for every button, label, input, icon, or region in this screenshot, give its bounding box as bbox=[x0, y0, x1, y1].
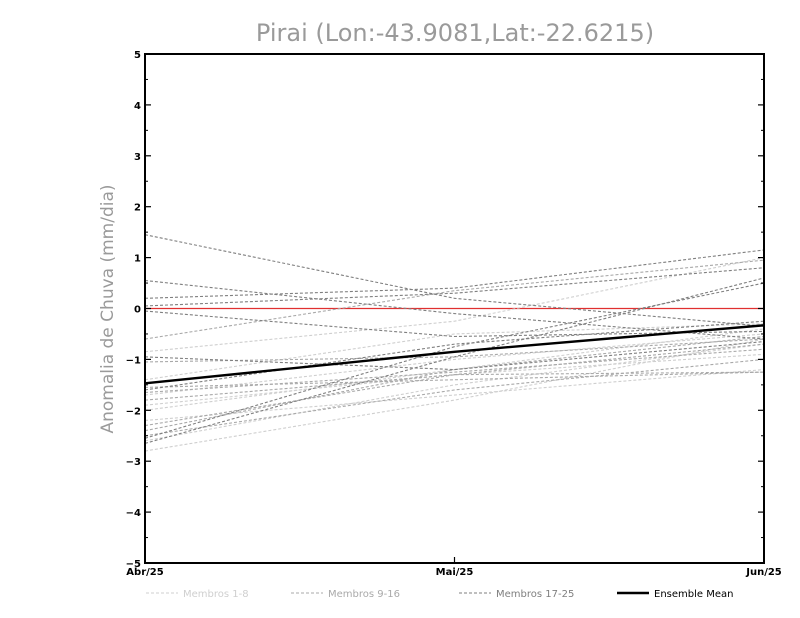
y-tick-label: −4 bbox=[126, 508, 141, 519]
legend-label-3: Membros 17-25 bbox=[496, 589, 574, 600]
member-series-line-6 bbox=[144, 343, 765, 442]
legend: Membros 1-8 Membros 9-16 Membros 17-25 Ense… bbox=[146, 589, 733, 600]
y-tick-label: 0 bbox=[134, 305, 141, 316]
x-tick-label: Jun/25 bbox=[745, 567, 782, 578]
member-series-line-14 bbox=[144, 335, 765, 432]
y-axis-label: Anomalia de Chuva (mm/dia) bbox=[98, 184, 118, 433]
member-series-line-15 bbox=[144, 348, 765, 394]
y-tick-label: 1 bbox=[134, 254, 141, 265]
y-tick-label: 3 bbox=[134, 152, 141, 163]
x-tick-label: Mai/25 bbox=[436, 567, 474, 578]
chart-title: Pirai (Lon:-43.9081,Lat:-22.6215) bbox=[256, 19, 654, 47]
member-series-line-2 bbox=[144, 323, 765, 381]
member-series-line-10 bbox=[144, 338, 765, 363]
member-series-line-19 bbox=[144, 249, 765, 299]
y-tick-label: 2 bbox=[134, 203, 141, 214]
member-series-line-18 bbox=[144, 279, 765, 340]
y-tick-label: 4 bbox=[134, 101, 141, 112]
y-tick-label: −1 bbox=[126, 355, 141, 366]
member-series-line-1 bbox=[144, 257, 765, 353]
member-series-line-11 bbox=[144, 343, 765, 401]
member-series-line-8 bbox=[144, 333, 765, 396]
y-tick-label: −3 bbox=[126, 457, 141, 468]
member-series-line-20 bbox=[144, 267, 765, 307]
member-series-line-17 bbox=[144, 234, 765, 327]
member-series-line-4 bbox=[144, 369, 765, 422]
legend-label-4: Ensemble Mean bbox=[654, 589, 733, 600]
member-series-line-3 bbox=[144, 353, 765, 406]
y-tick-label: −2 bbox=[126, 406, 141, 417]
member-series-line-25 bbox=[144, 320, 765, 391]
y-tick-label: 5 bbox=[134, 50, 141, 61]
x-tick-label: Abr/25 bbox=[126, 567, 163, 578]
member-series-line-13 bbox=[144, 371, 765, 388]
y-tick-label: −5 bbox=[126, 559, 141, 570]
legend-label-1: Membros 1-8 bbox=[183, 589, 249, 600]
member-series-line-22 bbox=[144, 341, 765, 371]
ensemble-mean-line bbox=[144, 324, 765, 385]
member-series-line-23 bbox=[144, 277, 765, 444]
member-series-line-9 bbox=[144, 259, 765, 340]
member-series-line-24 bbox=[144, 282, 765, 439]
legend-label-2: Membros 9-16 bbox=[328, 589, 400, 600]
member-series-line-12 bbox=[144, 358, 765, 437]
